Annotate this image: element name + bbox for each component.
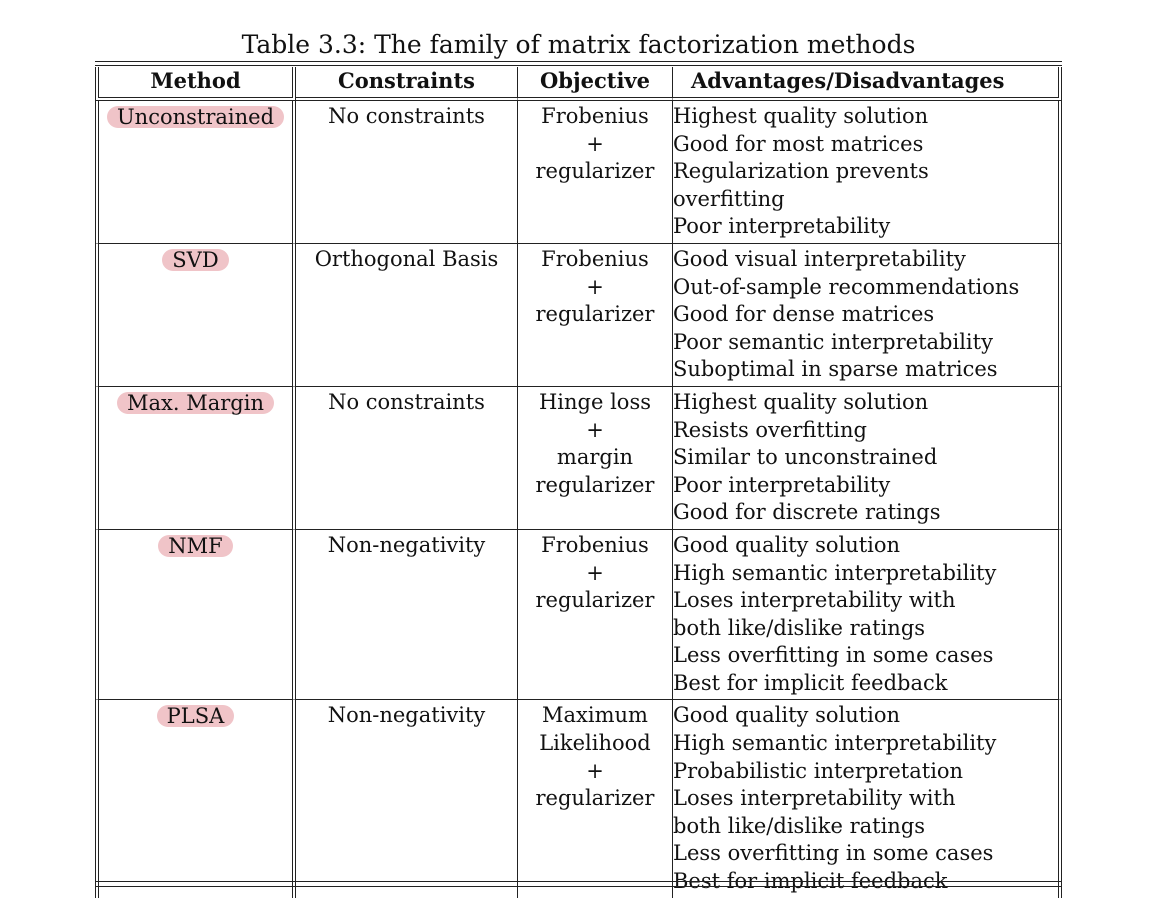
objective-line: + xyxy=(586,131,604,156)
table-row: PLSA Non-negativity Maximum Likelihood + regu… xyxy=(95,700,1062,898)
top-rule xyxy=(95,61,1062,62)
advantage-line: Good visual interpretability xyxy=(673,246,966,271)
advantage-line: Highest quality solution xyxy=(673,389,929,414)
method-name-highlight: Max. Margin xyxy=(117,391,274,414)
method-name-highlight: Unconstrained xyxy=(106,106,285,128)
objective-cell: Maximum Likelihood + regularizer xyxy=(518,700,673,898)
objective-cell: Hinge loss + margin regularizer xyxy=(518,386,673,530)
objective-cell: Frobenius + regularizer xyxy=(518,243,673,387)
advantage-line: Loses interpretability with xyxy=(673,786,956,811)
objective-line: regularizer xyxy=(535,472,655,497)
advantage-line: Good for discrete ratings xyxy=(673,500,941,525)
method-cell: SVD xyxy=(95,243,296,387)
objective-line: regularizer xyxy=(535,786,655,811)
method-cell: Max. Margin xyxy=(95,386,296,530)
advantage-line: Good quality solution xyxy=(673,703,901,728)
advantage-line: overfitting xyxy=(673,186,785,211)
factorization-methods-table: Method Constraints Objective Advantages/… xyxy=(95,67,1062,898)
table-caption: Table 3.3: The family of matrix factoriz… xyxy=(241,30,916,59)
advantage-line: Regularization prevents xyxy=(673,159,929,184)
objective-line: Frobenius xyxy=(541,246,649,271)
objective-line: Hinge loss xyxy=(538,389,651,414)
advantage-line: Suboptimal in sparse matrices xyxy=(673,357,998,382)
bottom-rule xyxy=(95,886,1062,887)
constraints-cell: No constraints xyxy=(296,386,518,530)
advantage-line: Less overfitting in some cases xyxy=(673,643,994,668)
objective-line: + xyxy=(586,758,604,783)
constraints-cell: Non-negativity xyxy=(296,700,518,898)
objective-line: regularizer xyxy=(535,588,655,613)
header-advantages: Advantages/Disadvantages xyxy=(673,67,1062,101)
advantage-line: both like/dislike ratings xyxy=(673,813,926,838)
objective-cell: Frobenius + regularizer xyxy=(518,101,673,244)
table-row: SVD Orthogonal Basis Frobenius + regularizer… xyxy=(95,243,1062,387)
objective-line: + xyxy=(586,417,604,442)
advantages-cell: Good quality solution High semantic inter… xyxy=(673,700,1062,898)
advantage-line: Poor interpretability xyxy=(673,214,891,239)
advantage-line: Poor interpretability xyxy=(673,472,891,497)
objective-line: Maximum xyxy=(542,703,648,728)
method-cell: PLSA xyxy=(95,700,296,898)
table-row: NMF Non-negativity Frobenius + regularizer Go… xyxy=(95,529,1062,701)
objective-cell: Frobenius + regularizer xyxy=(518,529,673,701)
advantages-cell: Good quality solution High semantic inter… xyxy=(673,529,1062,701)
header-objective: Objective xyxy=(518,67,673,101)
advantages-cell: Highest quality solution Resists overfitt… xyxy=(673,386,1062,530)
objective-line: regularizer xyxy=(535,159,655,184)
table-row: Unconstrained No constraints Frobenius + reg… xyxy=(95,101,1062,244)
method-cell: NMF xyxy=(95,529,296,701)
table-row: Max. Margin No constraints Hinge loss + marg… xyxy=(95,386,1062,530)
advantage-line: Similar to unconstrained xyxy=(673,445,938,470)
method-name-highlight: SVD xyxy=(162,248,229,271)
objective-line: margin xyxy=(556,445,634,470)
advantage-line: Resists overfitting xyxy=(673,417,867,442)
header-row: Method Constraints Objective Advantages/… xyxy=(95,67,1062,101)
advantage-line: Less overfitting in some cases xyxy=(673,841,994,866)
advantage-line: Good for most matrices xyxy=(673,131,924,156)
advantage-line: Good for dense matrices xyxy=(673,302,935,327)
advantage-line: Out-of-sample recommendations xyxy=(673,274,1020,299)
advantage-line: both like/dislike ratings xyxy=(673,615,926,640)
advantages-cell: Good visual interpretability Out-of-sampl… xyxy=(673,243,1062,387)
advantage-line: High semantic interpretability xyxy=(673,560,997,585)
advantage-line: Highest quality solution xyxy=(673,104,929,128)
advantage-line: High semantic interpretability xyxy=(673,731,997,756)
method-name-highlight: NMF xyxy=(158,534,233,557)
advantage-line: Probabilistic interpretation xyxy=(673,758,964,783)
objective-line: Frobenius xyxy=(541,532,649,557)
advantages-cell: Highest quality solution Good for most ma… xyxy=(673,101,1062,244)
objective-line: Frobenius xyxy=(541,104,649,128)
header-method: Method xyxy=(95,67,296,101)
method-cell: Unconstrained xyxy=(95,101,296,244)
constraints-cell: Orthogonal Basis xyxy=(296,243,518,387)
constraints-cell: No constraints xyxy=(296,101,518,244)
objective-line: + xyxy=(586,560,604,585)
objective-line: + xyxy=(586,274,604,299)
bottom-rule-inner xyxy=(95,881,1062,882)
constraints-cell: Non-negativity xyxy=(296,529,518,701)
advantage-line: Best for implicit feedback xyxy=(673,670,948,695)
method-name-highlight: PLSA xyxy=(156,705,235,728)
advantage-line: Loses interpretability with xyxy=(673,588,956,613)
objective-line: regularizer xyxy=(535,302,655,327)
advantage-line: Poor semantic interpretability xyxy=(673,329,993,354)
top-rule-inner xyxy=(95,65,1062,66)
advantage-line: Good quality solution xyxy=(673,532,901,557)
header-constraints: Constraints xyxy=(296,67,518,101)
objective-line: Likelihood xyxy=(539,731,651,756)
